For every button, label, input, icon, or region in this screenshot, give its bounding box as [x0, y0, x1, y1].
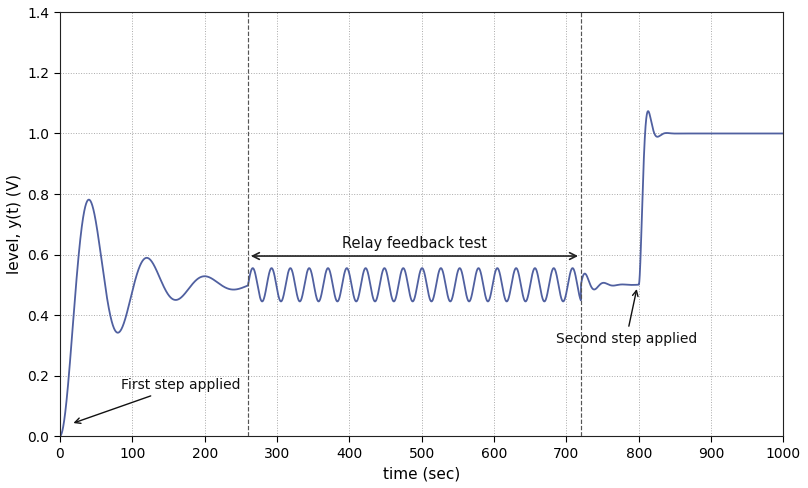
- X-axis label: time (sec): time (sec): [383, 466, 461, 481]
- Text: First step applied: First step applied: [75, 378, 241, 423]
- Text: Second step applied: Second step applied: [556, 290, 696, 346]
- Y-axis label: level, y(t) (V): level, y(t) (V): [7, 174, 22, 274]
- Text: Relay feedback test: Relay feedback test: [342, 236, 487, 251]
